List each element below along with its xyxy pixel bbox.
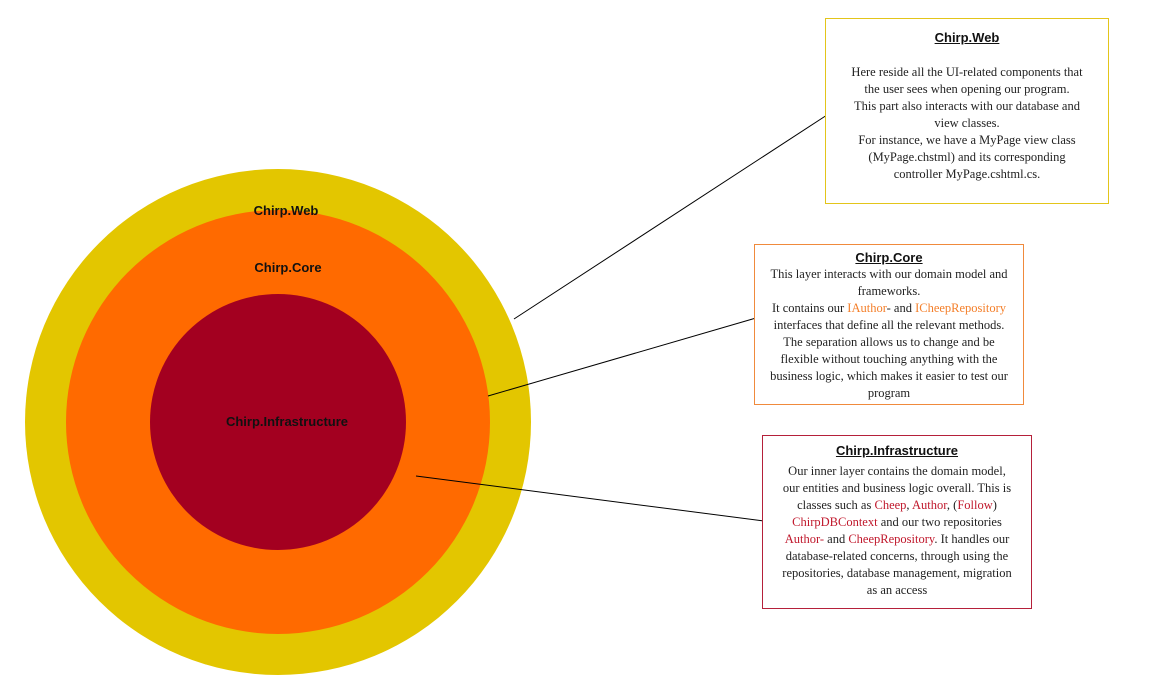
core-box-title: Chirp.Core xyxy=(855,250,923,265)
core-box-text: - and xyxy=(886,301,916,315)
infra-box-text: , ( xyxy=(946,498,958,512)
icheeprepository-highlight: ICheepRepository xyxy=(915,301,1007,315)
cheeprepository-highlight: CheepRepository xyxy=(848,532,935,546)
follow-highlight: Follow xyxy=(957,498,993,512)
core-description-box: Chirp.Core This layer interacts with our… xyxy=(754,244,1024,405)
core-box-line: business logic, which makes it easier to… xyxy=(770,369,1008,383)
infrastructure-description-box: Chirp.Infrastructure Our inner layer con… xyxy=(762,435,1032,609)
author-repository-highlight: Author- xyxy=(784,532,825,546)
infra-box-line: repositories, database management, migra… xyxy=(782,566,1012,580)
core-box-line: flexible without touching anything with … xyxy=(780,352,998,366)
infra-box-line: as an access xyxy=(866,583,928,597)
web-box-line: This part also interacts with our databa… xyxy=(854,99,1080,113)
infra-box-text: and our two repositories xyxy=(877,515,1002,529)
author-highlight: Author xyxy=(911,498,947,512)
core-box-line: program xyxy=(867,386,911,400)
infra-box-line: classes such as Cheep, Author, (Follow) xyxy=(773,497,1021,514)
web-box-line: For instance, we have a MyPage view clas… xyxy=(858,133,1076,147)
core-ring-label: Chirp.Core xyxy=(254,260,321,275)
core-connector-line xyxy=(487,317,757,397)
infrastructure-ring xyxy=(150,294,406,550)
infra-box-text: , xyxy=(906,498,912,512)
infrastructure-ring-label: Chirp.Infrastructure xyxy=(226,414,348,429)
web-box-line: Here reside all the UI-related component… xyxy=(851,65,1083,79)
cheep-highlight: Cheep xyxy=(874,498,907,512)
core-box-line: This layer interacts with our domain mod… xyxy=(770,267,1008,281)
infra-box-line: database-related concerns, through using… xyxy=(785,549,1009,563)
web-box-title: Chirp.Web xyxy=(934,30,1000,45)
chirpdbcontext-highlight: ChirpDBContext xyxy=(792,515,878,529)
infra-box-line: Author- and CheepRepository. It handles … xyxy=(773,531,1021,548)
web-description-box: Chirp.Web Here reside all the UI-related… xyxy=(825,18,1109,204)
infra-box-line: ChirpDBContext and our two repositories xyxy=(773,514,1021,531)
iauthor-highlight: IAuthor xyxy=(847,301,887,315)
web-ring-label: Chirp.Web xyxy=(254,203,319,218)
web-box-line: (MyPage.chstml) and its corresponding xyxy=(868,150,1066,164)
web-box-line: view classes. xyxy=(934,116,1000,130)
web-box-line: controller MyPage.cshtml.cs. xyxy=(893,167,1041,181)
core-box-line: It contains our IAuthor- and ICheepRepos… xyxy=(763,300,1015,317)
web-box-line: the user sees when opening our program. xyxy=(864,82,1070,96)
infra-box-line: Our inner layer contains the domain mode… xyxy=(788,464,1006,478)
infrastructure-box-title: Chirp.Infrastructure xyxy=(835,443,959,458)
web-connector-line xyxy=(513,114,828,320)
core-box-line: interfaces that define all the relevant … xyxy=(773,318,1005,332)
core-box-line: The separation allows us to change and b… xyxy=(783,335,995,349)
infra-box-text: ) xyxy=(992,498,997,512)
infrastructure-connector-line xyxy=(415,475,765,522)
infra-box-text: . It handles our xyxy=(934,532,1010,546)
infra-box-text: and xyxy=(824,532,849,546)
infra-box-line: our entities and business logic overall.… xyxy=(782,481,1012,495)
infra-box-text: classes such as xyxy=(797,498,875,512)
core-box-text: It contains our xyxy=(771,301,848,315)
core-box-line: frameworks. xyxy=(857,284,921,298)
